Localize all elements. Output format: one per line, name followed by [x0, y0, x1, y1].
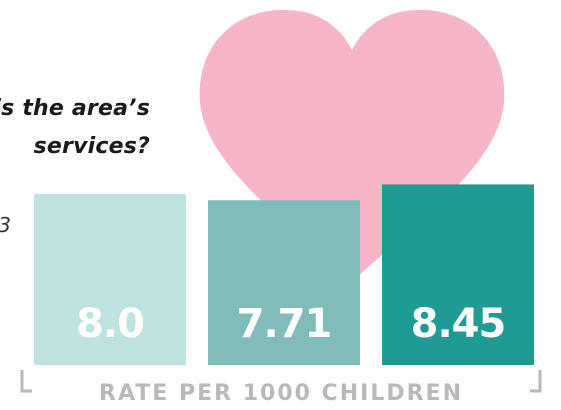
- question-line-1: Is this the area’s: [0, 96, 150, 121]
- bar-1: [34, 194, 186, 365]
- bars-layer: 8.0 7.71 8.45: [34, 184, 534, 365]
- bar-3: [382, 184, 534, 365]
- x-axis-label: RATE PER 1000 CHILDREN: [99, 381, 463, 406]
- side-note: 3: [0, 213, 12, 243]
- x-axis: RATE PER 1000 CHILDREN: [20, 370, 542, 406]
- axis-bracket-right: [530, 370, 542, 393]
- bar-2: [208, 200, 360, 365]
- axis-bracket-left: [20, 370, 32, 393]
- bar-value-label-1: 8.0: [76, 301, 144, 347]
- bar-value-label-2: 7.71: [237, 301, 332, 347]
- side-note-text: 3: [0, 213, 11, 237]
- question-line-2: services?: [33, 134, 150, 159]
- bar-value-label-3: 8.45: [411, 301, 506, 347]
- question-text: Is this the area’s services?: [0, 96, 200, 176]
